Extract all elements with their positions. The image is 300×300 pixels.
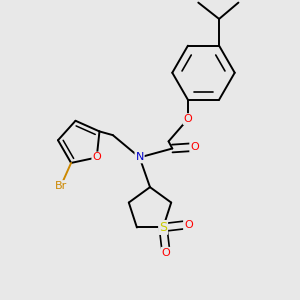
Text: O: O xyxy=(184,114,192,124)
Text: O: O xyxy=(190,142,199,152)
Text: N: N xyxy=(135,152,144,162)
Text: O: O xyxy=(162,248,170,258)
Text: O: O xyxy=(92,152,101,163)
Text: S: S xyxy=(159,221,167,234)
Text: Br: Br xyxy=(55,181,67,191)
Text: O: O xyxy=(184,220,193,230)
